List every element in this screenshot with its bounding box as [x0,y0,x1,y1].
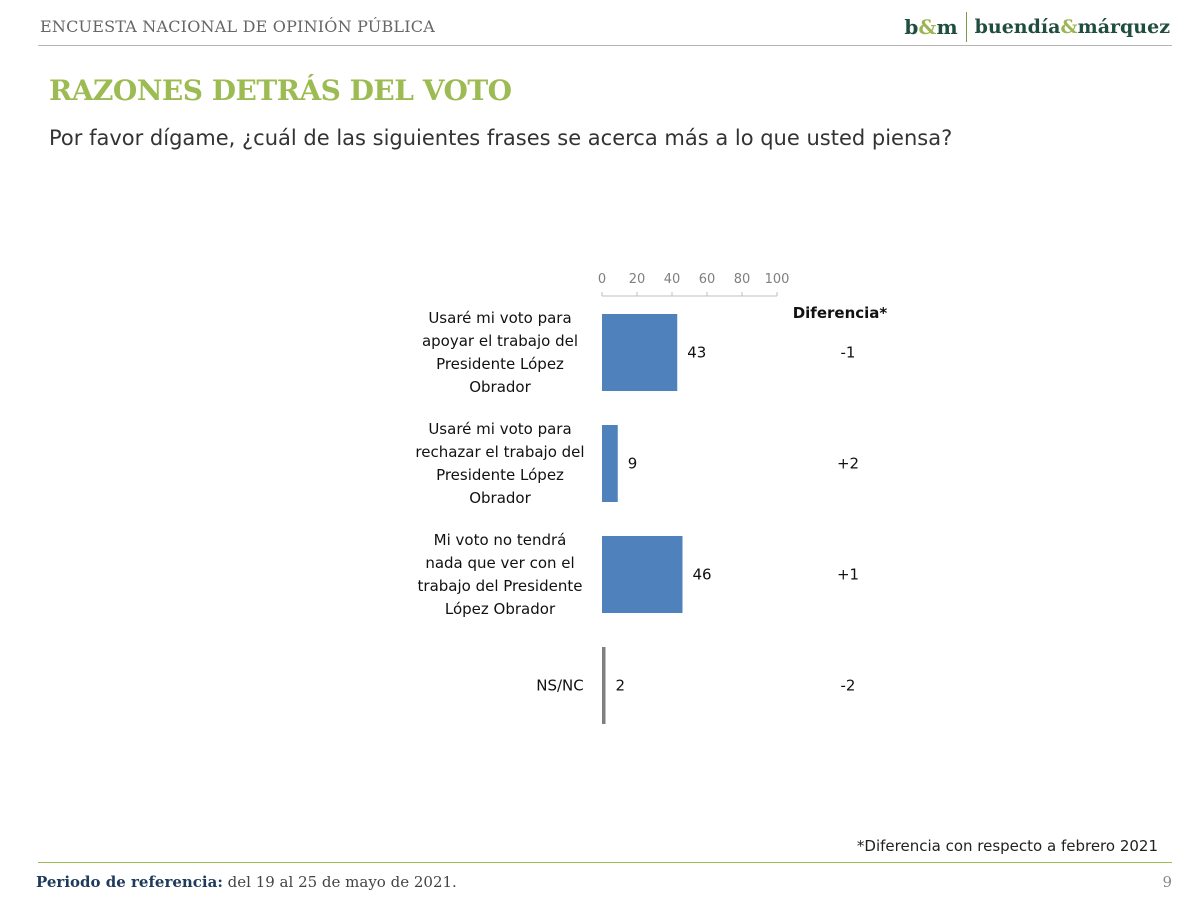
category-label: Usaré mi voto para rechazar el trabajo de… [415,420,584,507]
page-number: 9 [1162,873,1172,891]
bar [602,314,678,391]
survey-question: Por favor dígame, ¿cuál de las siguiente… [49,126,953,150]
x-tick-label: 60 [699,272,716,287]
category-label-line: Presidente López [436,355,564,373]
difference-value: -1 [841,344,856,362]
category-label: Mi voto no tendrá nada que ver con el trab… [418,531,583,618]
difference-value: +2 [837,455,859,473]
difference-value: -2 [841,677,856,695]
footnote: *Diferencia con respecto a febrero 2021 [856,837,1158,855]
value-label: 9 [628,455,638,473]
logo-divider [965,12,967,42]
company-logo: b&m buendía&márquez [904,12,1170,42]
header-divider [38,45,1172,46]
category-label-line: rechazar el trabajo del [415,443,584,461]
category-label-line: NS/NC [536,677,584,695]
footer-divider [38,862,1172,863]
category-label-line: trabajo del Presidente [418,577,583,595]
category-label: NS/NC [536,677,584,695]
category-label-line: Obrador [469,489,531,507]
x-tick-label: 100 [765,272,790,287]
x-tick-label: 0 [598,272,606,287]
value-label: 46 [693,566,712,584]
difference-value: +1 [837,566,859,584]
category-label-line: Mi voto no tendrá [434,531,567,549]
category-label: Usaré mi voto para apoyar el trabajo del P… [422,309,578,396]
category-label-line: Usaré mi voto para [428,420,571,438]
value-label: 43 [687,344,706,362]
period-value: del 19 al 25 de mayo de 2021. [222,873,457,891]
category-label-line: Obrador [469,378,531,396]
logo-full: buendía&márquez [974,16,1170,38]
x-tick-label: 40 [664,272,681,287]
category-label-line: nada que ver con el [425,554,574,572]
category-label-line: apoyar el trabajo del [422,332,578,350]
survey-label: ENCUESTA NACIONAL DE OPINIÓN PÚBLICA [40,17,435,36]
bar [602,425,618,502]
difference-header: Diferencia* [793,304,888,322]
logo-short: b&m [904,15,958,39]
bar [602,536,683,613]
category-label-line: López Obrador [445,600,556,618]
value-label: 2 [616,677,626,695]
category-label-line: Usaré mi voto para [428,309,571,327]
reference-period: Periodo de referencia: del 19 al 25 de m… [36,873,457,891]
bar [602,647,606,724]
x-tick-label: 80 [734,272,751,287]
category-label-line: Presidente López [436,466,564,484]
x-tick-label: 20 [629,272,646,287]
page-title: RAZONES DETRÁS DEL VOTO [49,74,512,107]
period-label: Periodo de referencia: [36,873,223,891]
